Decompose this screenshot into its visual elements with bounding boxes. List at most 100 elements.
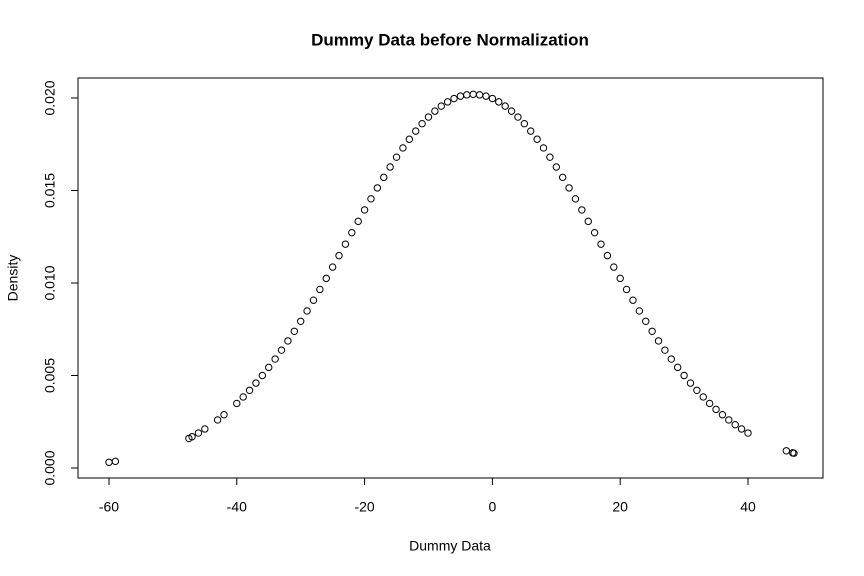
point [584,217,592,226]
point [705,399,714,408]
point [322,274,330,283]
point [194,429,203,437]
point [258,371,267,380]
point [520,119,529,128]
point [220,411,228,419]
point [405,135,414,143]
point [629,296,637,304]
point [373,184,382,192]
point [213,416,222,424]
point [590,228,599,237]
point [725,416,733,424]
point [680,371,688,380]
point [360,206,369,214]
point [718,411,727,419]
point [654,337,663,345]
point [424,113,433,121]
point [603,251,612,260]
x-tick-label: 0 [488,499,496,515]
x-tick-label: -20 [354,499,374,515]
point [316,285,324,294]
point [507,107,516,115]
point [252,379,260,387]
point [399,144,407,152]
point [488,94,497,103]
point [673,363,682,372]
point [616,274,624,283]
point [693,386,701,395]
x-tick-label: 40 [740,499,756,515]
point [443,98,452,106]
y-tick-label: 0.010 [42,265,58,300]
point [514,113,522,121]
y-tick-label: 0.005 [42,358,58,393]
point [565,184,573,192]
point [265,363,273,372]
point [386,163,394,171]
point [533,135,541,143]
point [296,317,305,325]
point [233,399,241,408]
point [571,195,580,203]
point [290,327,298,335]
point [354,217,362,226]
point [201,425,209,433]
x-tick-label: -60 [99,499,119,515]
point [546,153,554,161]
point [578,206,586,214]
point [335,251,343,260]
point [648,327,656,335]
point [271,355,279,363]
point [661,346,669,354]
point [552,163,560,171]
point [527,127,535,135]
point [737,425,746,433]
point [501,102,509,110]
point [790,449,798,457]
x-tick-label: -40 [227,499,247,515]
point [431,107,439,115]
point [712,405,720,414]
point [482,92,490,100]
x-tick-label: 20 [612,499,628,515]
point [309,296,318,304]
point [597,240,605,248]
point [782,447,791,455]
point [245,386,254,395]
y-tick-label: 0.015 [42,173,58,208]
point [348,228,356,237]
point [635,307,644,315]
point [686,379,695,387]
point [341,240,350,248]
point [744,429,752,437]
point [495,98,503,106]
x-axis-label: Dummy Data [409,538,491,554]
point [450,94,458,103]
point [239,393,247,401]
point [284,337,292,345]
y-tick-label: 0.020 [42,80,58,115]
point [412,127,420,135]
chart-title: Dummy Data before Normalization [311,30,589,49]
point [303,307,311,315]
point [277,346,286,354]
point [328,263,337,271]
point [731,421,739,429]
point [437,102,445,110]
point [642,317,650,325]
point [622,285,631,294]
y-axis-label: Density [5,255,21,302]
point [699,393,707,401]
point [367,195,375,203]
point [418,119,426,128]
point [667,355,676,363]
y-tick-label: 0.000 [42,450,58,485]
point [610,263,618,271]
point [558,173,567,182]
point [539,144,548,152]
point [380,173,388,182]
point [188,433,196,441]
point [111,457,120,466]
